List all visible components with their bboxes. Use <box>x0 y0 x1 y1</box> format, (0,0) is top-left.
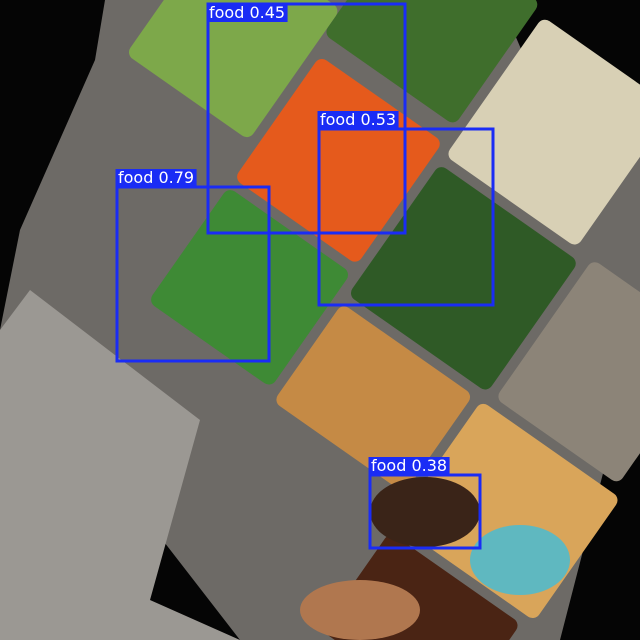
detection-label: food 0.38 <box>371 456 447 475</box>
label-background <box>206 4 288 22</box>
bounding-box <box>206 2 407 235</box>
detection-label: food 0.45 <box>209 3 285 22</box>
label-background <box>368 457 450 475</box>
bounding-box <box>317 127 495 307</box>
detection-label: food 0.53 <box>320 110 396 129</box>
detection-label: food 0.79 <box>118 168 194 187</box>
label-background <box>115 169 197 187</box>
label-background <box>317 111 399 129</box>
detections: food 0.45 food 0.53 food 0.79 food 0.38 <box>115 2 495 550</box>
